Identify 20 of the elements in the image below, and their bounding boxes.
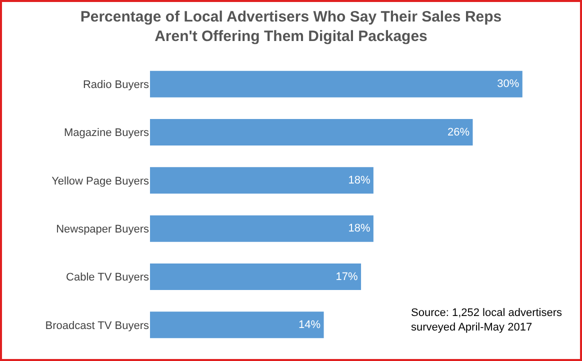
chart-title: Percentage of Local Advertisers Who Say Their Sales Reps Aren't Offering Them Digital Packages xyxy=(80,8,502,46)
bar xyxy=(150,312,324,338)
y-tick-label: Cable TV Buyers xyxy=(66,272,150,284)
y-tick-label: Broadcast TV Buyers xyxy=(45,320,150,332)
y-tick-label: Yellow Page Buyers xyxy=(52,175,150,188)
bar xyxy=(150,264,362,290)
data-label: 18% xyxy=(348,174,370,186)
bar xyxy=(150,215,374,242)
annotation: Source: 1,252 local advertisers surveyed April-May 2017 xyxy=(411,307,563,334)
data-label: 30% xyxy=(497,78,520,90)
data-label: 17% xyxy=(336,270,358,283)
bar xyxy=(150,70,522,98)
y-tick-label: Magazine Buyers xyxy=(64,127,150,140)
y-tick-label: Radio Buyers xyxy=(82,78,150,91)
data-label: 26% xyxy=(448,126,470,138)
data-label: 14% xyxy=(298,318,321,331)
bar xyxy=(150,119,473,146)
y-tick-label: Newspaper Buyers xyxy=(56,223,150,236)
data-label: 18% xyxy=(348,222,370,235)
bar xyxy=(150,167,374,194)
